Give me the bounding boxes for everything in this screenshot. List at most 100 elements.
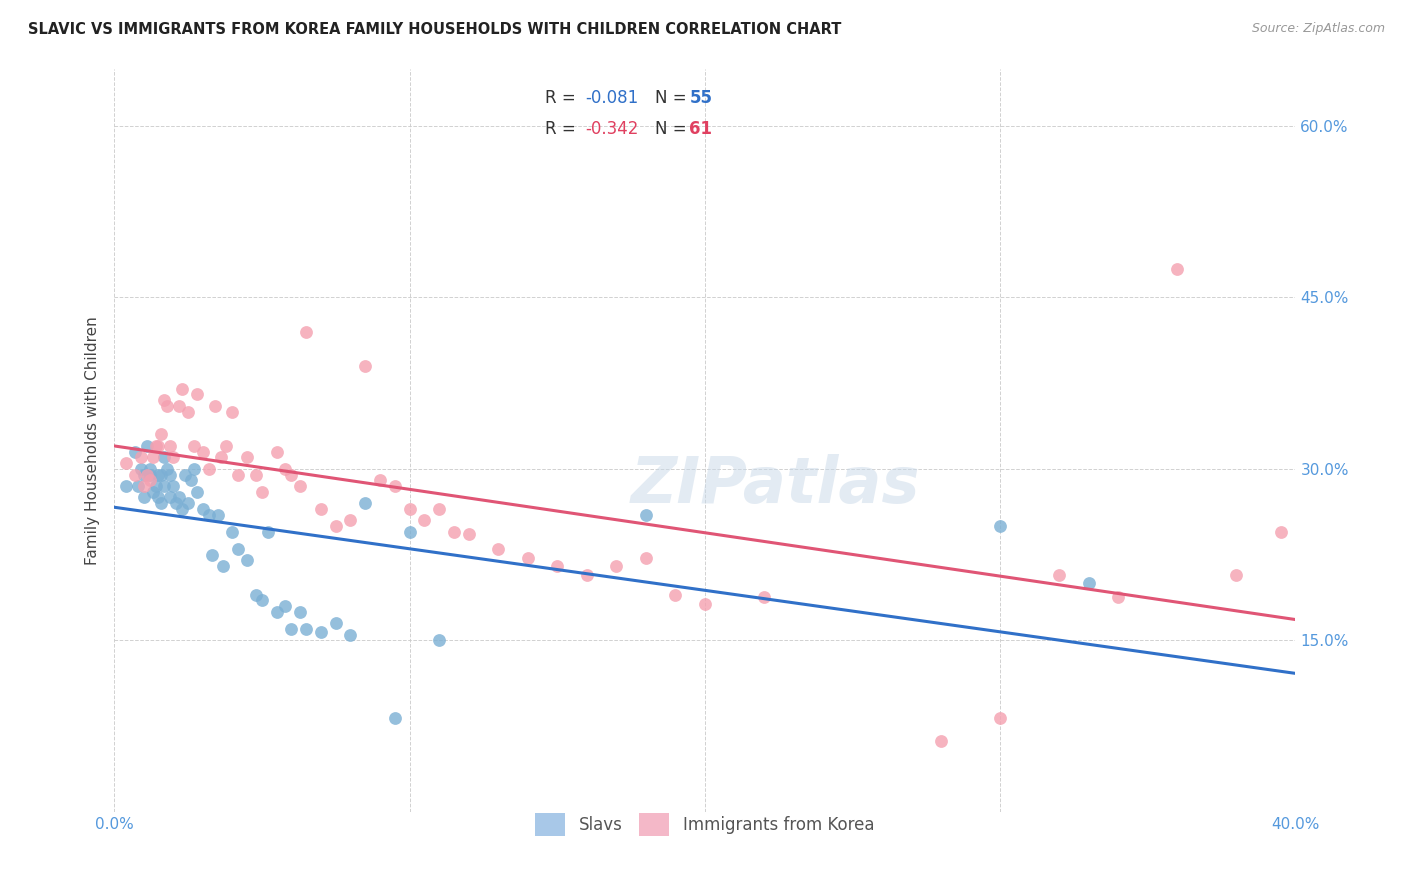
Point <box>266 444 288 458</box>
Point <box>245 588 267 602</box>
Point <box>384 711 406 725</box>
Point <box>167 491 190 505</box>
Point <box>150 467 173 482</box>
Point <box>212 559 235 574</box>
Legend: Slavs, Immigrants from Korea: Slavs, Immigrants from Korea <box>527 805 883 845</box>
Point <box>295 622 318 636</box>
Point <box>398 501 420 516</box>
Point <box>135 439 157 453</box>
Point <box>150 427 173 442</box>
Point <box>201 548 224 562</box>
Point <box>115 479 138 493</box>
Point <box>384 479 406 493</box>
Point <box>191 501 214 516</box>
Point <box>398 524 420 539</box>
Point <box>752 590 775 604</box>
Point <box>236 450 259 465</box>
Point <box>153 479 176 493</box>
Point <box>427 633 450 648</box>
Point <box>129 450 152 465</box>
Point <box>172 382 194 396</box>
Point <box>180 473 202 487</box>
Text: N =: N = <box>655 89 692 107</box>
Point <box>368 473 391 487</box>
Point <box>177 404 200 418</box>
Point <box>148 439 170 453</box>
Point <box>427 501 450 516</box>
Point <box>516 551 538 566</box>
Point <box>309 501 332 516</box>
Point <box>413 513 436 527</box>
Point <box>197 462 219 476</box>
Point <box>183 462 205 476</box>
Point <box>153 450 176 465</box>
Point <box>221 524 243 539</box>
Point <box>132 467 155 482</box>
Point <box>290 479 312 493</box>
Point <box>1225 568 1247 582</box>
Point <box>250 484 273 499</box>
Text: -0.342: -0.342 <box>585 120 638 138</box>
Point <box>988 711 1011 725</box>
Point <box>988 519 1011 533</box>
Text: ZIPatlas: ZIPatlas <box>631 454 921 516</box>
Y-axis label: Family Households with Children: Family Households with Children <box>86 316 100 565</box>
Point <box>145 479 167 493</box>
Text: Source: ZipAtlas.com: Source: ZipAtlas.com <box>1251 22 1385 36</box>
Text: 61: 61 <box>689 120 713 138</box>
Point <box>209 450 232 465</box>
Point <box>172 501 194 516</box>
Point <box>156 462 179 476</box>
Point <box>274 462 297 476</box>
Point <box>245 467 267 482</box>
Point <box>162 479 184 493</box>
Point <box>280 622 302 636</box>
Point <box>159 491 181 505</box>
Point <box>135 467 157 482</box>
Point <box>132 479 155 493</box>
Point <box>153 393 176 408</box>
Point <box>138 473 160 487</box>
Point <box>309 625 332 640</box>
Point <box>124 467 146 482</box>
Point <box>159 439 181 453</box>
Point <box>197 508 219 522</box>
Point <box>221 404 243 418</box>
Point <box>664 588 686 602</box>
Point <box>129 462 152 476</box>
Point <box>1166 261 1188 276</box>
Text: SLAVIC VS IMMIGRANTS FROM KOREA FAMILY HOUSEHOLDS WITH CHILDREN CORRELATION CHAR: SLAVIC VS IMMIGRANTS FROM KOREA FAMILY H… <box>28 22 842 37</box>
Point <box>177 496 200 510</box>
Point <box>546 559 568 574</box>
Point <box>142 484 165 499</box>
Text: 55: 55 <box>689 89 713 107</box>
Point <box>605 559 627 574</box>
Point <box>266 605 288 619</box>
Point <box>215 439 238 453</box>
Point <box>226 541 249 556</box>
Point <box>354 496 377 510</box>
Point <box>186 387 208 401</box>
Point <box>1077 576 1099 591</box>
Point <box>256 524 278 539</box>
Point <box>339 513 361 527</box>
Point <box>159 467 181 482</box>
Point <box>325 616 347 631</box>
Point <box>1270 524 1292 539</box>
Point <box>167 399 190 413</box>
Point <box>148 467 170 482</box>
Text: -0.081: -0.081 <box>585 89 638 107</box>
Point <box>280 467 302 482</box>
Text: R =: R = <box>546 89 581 107</box>
Point <box>183 439 205 453</box>
Point <box>124 444 146 458</box>
Point <box>443 524 465 539</box>
Point <box>929 734 952 748</box>
Point <box>1107 590 1129 604</box>
Point <box>457 527 479 541</box>
Point <box>207 508 229 522</box>
Point <box>1047 568 1070 582</box>
Point <box>634 508 657 522</box>
Point <box>174 467 197 482</box>
Point <box>145 439 167 453</box>
